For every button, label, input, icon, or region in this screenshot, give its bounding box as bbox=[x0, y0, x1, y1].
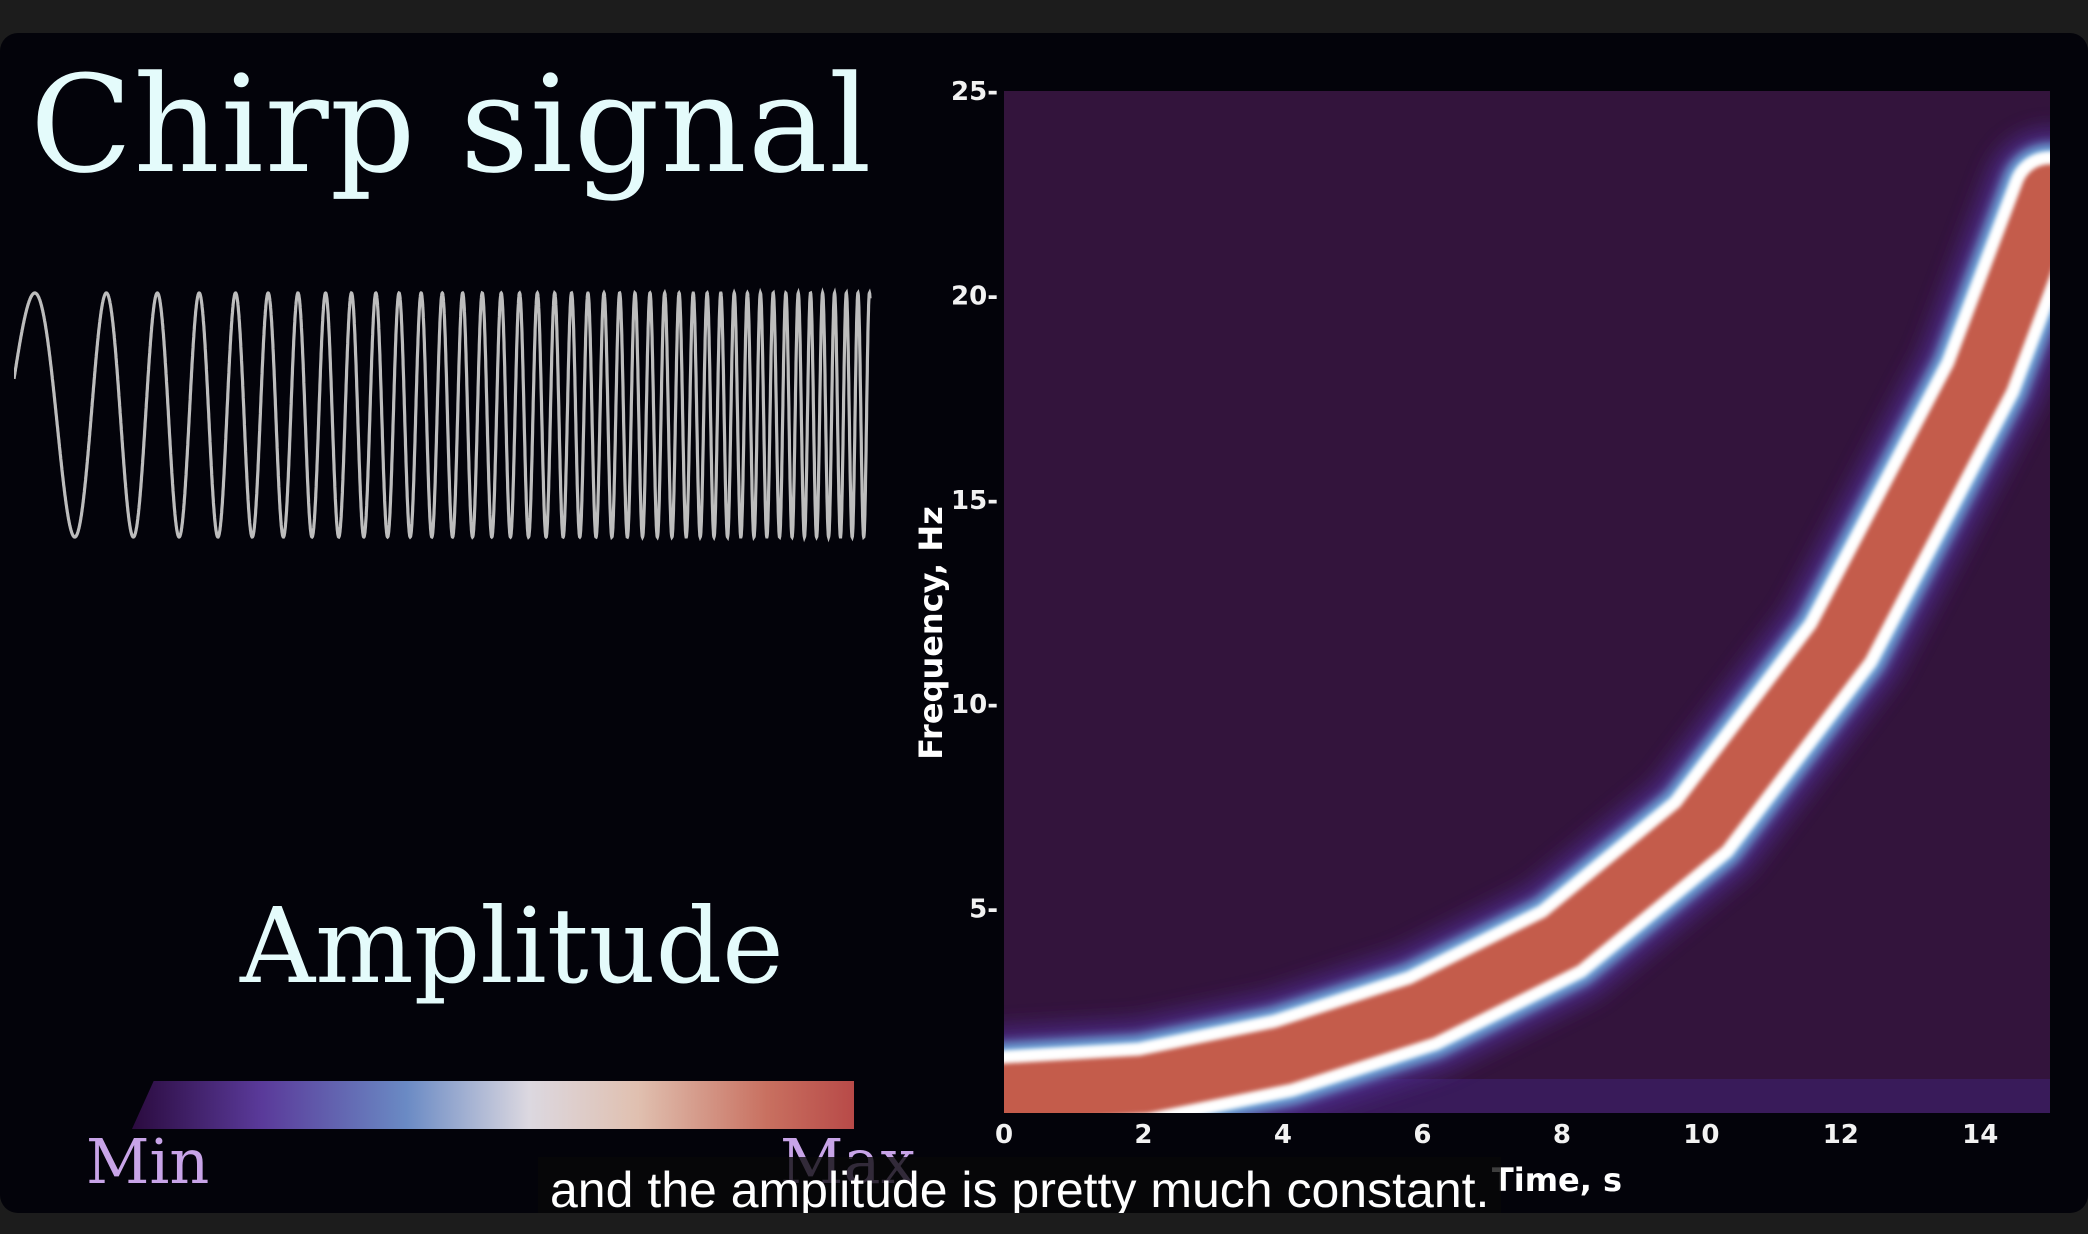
spectrogram-chart: 5- 10- 15- 20- 25- 0 2 4 6 8 10 12 14 Time, s Frequen… bbox=[912, 77, 2050, 1199]
x-tick-label: 6 bbox=[1413, 1120, 1431, 1150]
ridge-red-core bbox=[1004, 164, 2050, 1113]
colorbar-min-label: Min bbox=[86, 1125, 210, 1198]
y-tick-label: 10- bbox=[951, 690, 998, 720]
chart-title: Chirp signal bbox=[30, 47, 873, 203]
x-tick-label: 2 bbox=[1134, 1120, 1152, 1150]
x-tick-label: 10 bbox=[1683, 1120, 1719, 1150]
y-tick-label: 20- bbox=[951, 281, 998, 311]
caption-subtitle: and the amplitude is pretty much constan… bbox=[538, 1157, 1502, 1213]
y-tick-label: 15- bbox=[951, 486, 998, 516]
colorbar-title: Amplitude bbox=[240, 885, 784, 1007]
waveform-line bbox=[14, 287, 872, 543]
y-tick-label: 5- bbox=[969, 895, 998, 925]
x-tick-label: 12 bbox=[1823, 1120, 1859, 1150]
x-tick-label: 0 bbox=[995, 1120, 1013, 1150]
axis-ticks: 5- 10- 15- 20- 25- 0 2 4 6 8 10 12 14 Time, s bbox=[951, 77, 1998, 1199]
x-tick-label: 14 bbox=[1962, 1120, 1998, 1150]
chirp-waveform bbox=[14, 287, 872, 543]
y-tick-label: 25- bbox=[951, 77, 998, 107]
x-tick-label: 8 bbox=[1553, 1120, 1571, 1150]
video-frame: Chirp signal Amplitude Min Max 5-10-15-2… bbox=[0, 33, 2088, 1213]
y-axis-label: Frequency, Hz bbox=[912, 506, 950, 760]
x-axis-label: Time, s bbox=[1492, 1161, 1622, 1199]
amplitude-colorbar bbox=[132, 1081, 854, 1129]
x-tick-label: 4 bbox=[1274, 1120, 1292, 1150]
ridge-group bbox=[1004, 128, 2050, 1113]
